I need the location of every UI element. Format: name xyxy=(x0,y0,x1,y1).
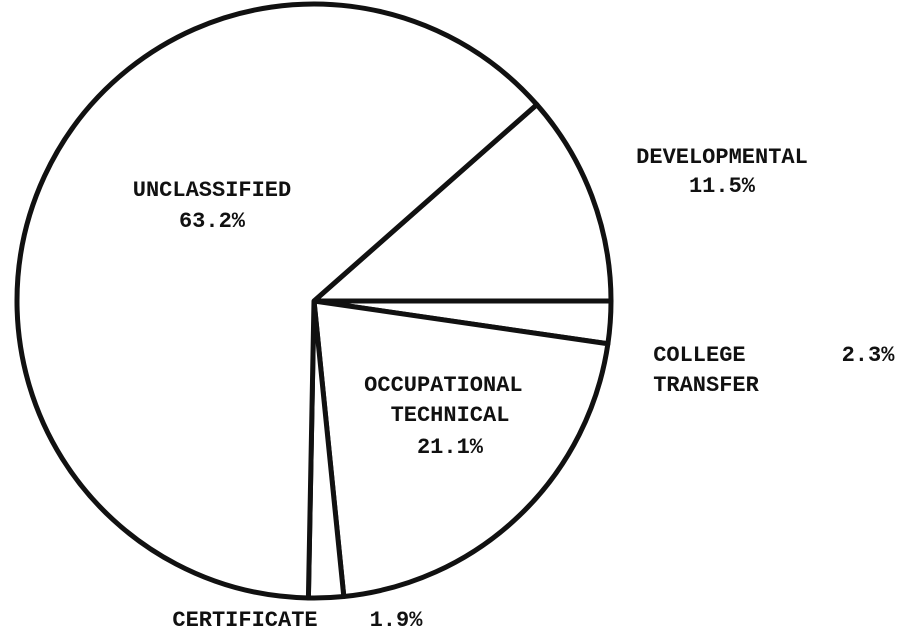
slice-label: CERTIFICATE xyxy=(172,608,317,633)
pie-slice xyxy=(311,298,611,599)
value-label: 11.5% xyxy=(689,174,756,199)
label-line: COLLEGE xyxy=(653,343,759,368)
value-label: 63.2% xyxy=(179,209,246,234)
label-line: TRANSFER xyxy=(653,373,759,398)
label-line: OCCUPATIONAL xyxy=(364,373,536,398)
slice-label: OCCUPATIONAL TECHNICAL xyxy=(364,373,536,428)
slice-label: UNCLASSIFIED xyxy=(133,178,291,203)
slice-label: DEVELOPMENTAL xyxy=(636,145,808,170)
value-label: 1.9% xyxy=(370,608,424,633)
pie-slice xyxy=(14,1,540,601)
slice-label: COLLEGE TRANSFER xyxy=(653,343,759,398)
label-line: TECHNICAL xyxy=(391,403,510,428)
pie-slice xyxy=(311,102,614,304)
value-label: 2.3% xyxy=(842,343,896,368)
value-label: 21.1% xyxy=(417,435,484,460)
